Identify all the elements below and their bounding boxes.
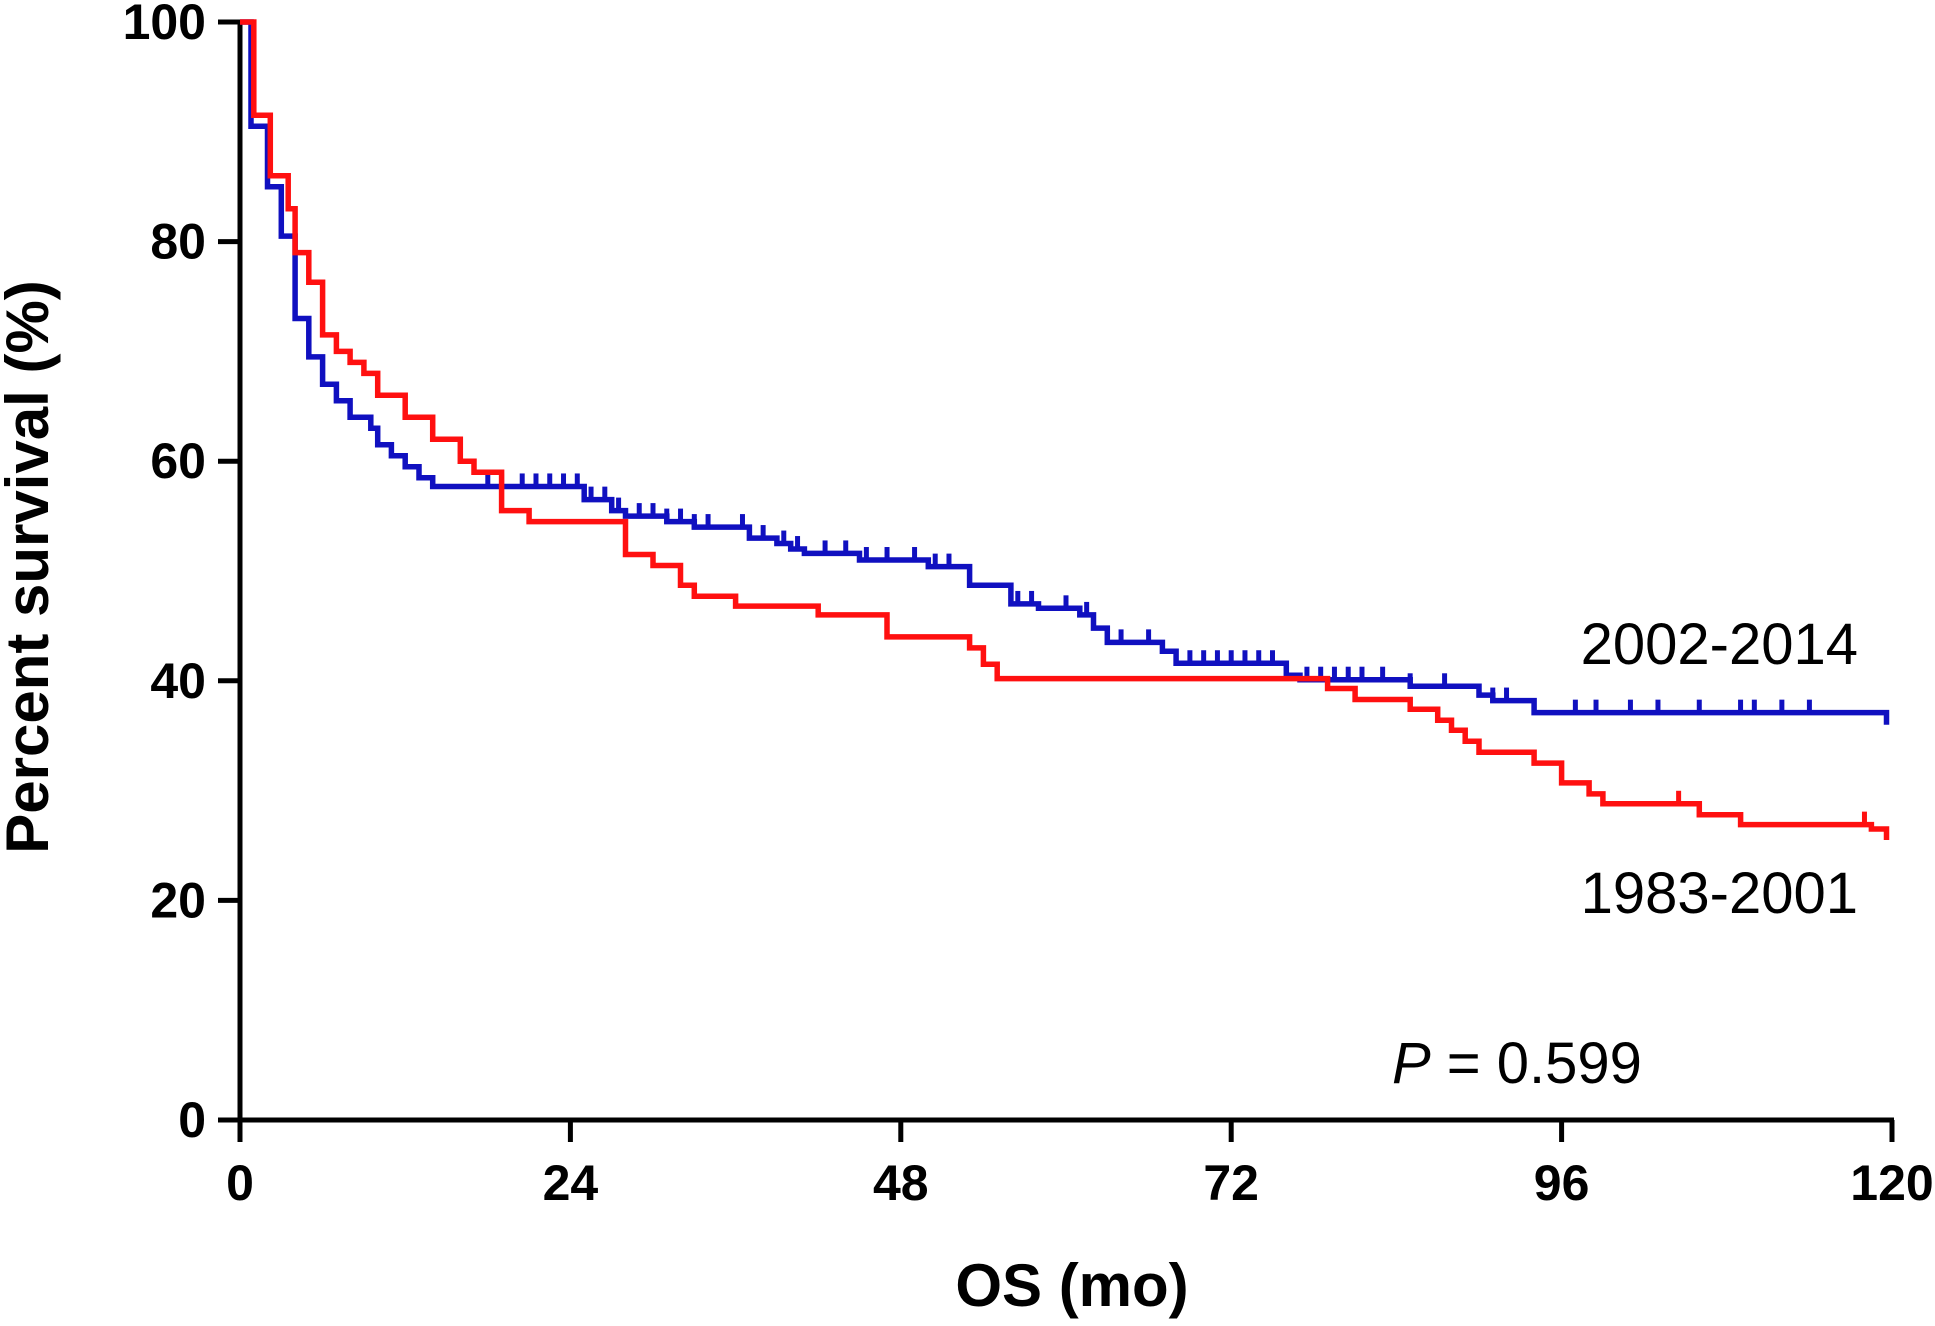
- y-tick-label: 0: [178, 1092, 206, 1148]
- y-tick-label: 60: [150, 433, 206, 489]
- p-value-annotation: P = 0.599: [1392, 1031, 1642, 1096]
- x-axis-title: OS (mo): [955, 1252, 1188, 1319]
- x-tick-label: 72: [1203, 1155, 1259, 1211]
- y-tick-label: 80: [150, 214, 206, 270]
- axes: 0 20 40 60 80 100 0 24 48 72 96 120: [123, 0, 1934, 1211]
- series-label-2002-2014: 2002-2014: [1581, 612, 1858, 677]
- x-tick-label: 24: [543, 1155, 599, 1211]
- y-axis-title: Percent survival (%): [0, 280, 61, 854]
- series-line-2002-2014: [240, 19, 1890, 725]
- y-tick-label: 40: [150, 653, 206, 709]
- y-tick-label: 100: [123, 0, 206, 50]
- x-tick-label: 48: [873, 1155, 929, 1211]
- p-value: = 0.599: [1431, 1031, 1642, 1096]
- series-layer: [240, 19, 1890, 840]
- x-tick-label: 0: [226, 1155, 254, 1211]
- series-line-1983-2001: [240, 19, 1890, 840]
- y-tick-label: 20: [150, 872, 206, 928]
- x-tick-label: 120: [1850, 1155, 1933, 1211]
- x-tick-label: 96: [1534, 1155, 1590, 1211]
- p-symbol: P: [1392, 1031, 1431, 1096]
- labels: Percent survival (%) OS (mo) 2002-2014 1…: [0, 280, 1858, 1319]
- series-label-1983-2001: 1983-2001: [1581, 861, 1858, 926]
